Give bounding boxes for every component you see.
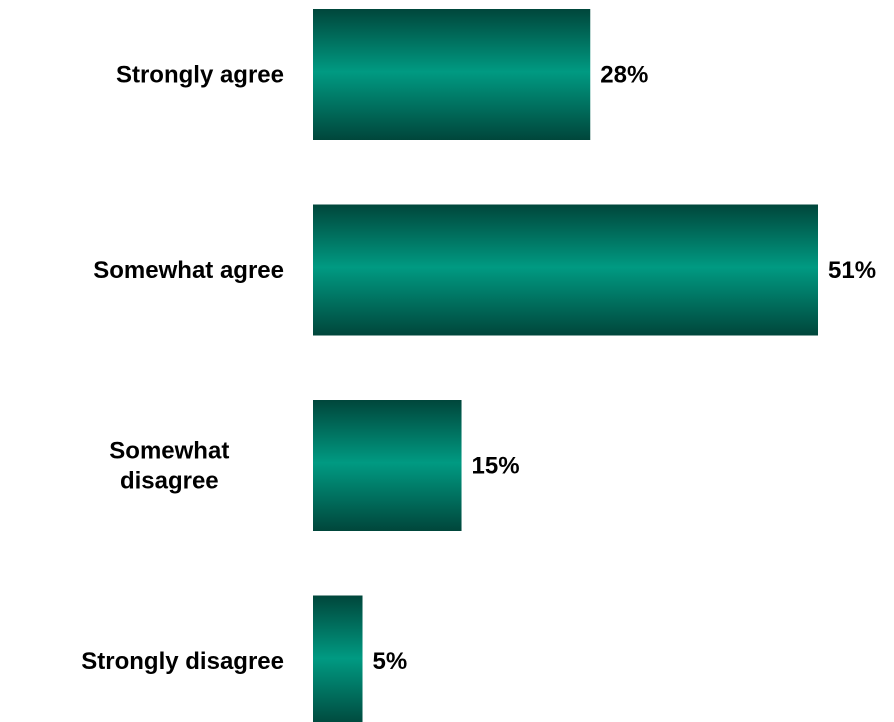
- value-label: 5%: [373, 648, 408, 675]
- value-label: 51%: [828, 257, 876, 284]
- category-label: Strongly agree: [116, 62, 284, 89]
- category-label: Somewhat disagree: [109, 438, 229, 495]
- category-labels-group: Strongly agree Somewhat agree Somewhat disa…: [81, 62, 284, 676]
- bar: [313, 204, 818, 336]
- value-label: 15%: [472, 453, 520, 480]
- bar: [313, 9, 591, 140]
- bar: [313, 595, 363, 722]
- bars-group: [313, 9, 818, 722]
- category-label: Somewhat agree: [93, 257, 284, 284]
- bar: [313, 400, 462, 531]
- value-label: 28%: [600, 62, 648, 89]
- value-labels-group: 28% 51% 15% 5%: [373, 62, 877, 676]
- category-label: Strongly disagree: [81, 648, 284, 675]
